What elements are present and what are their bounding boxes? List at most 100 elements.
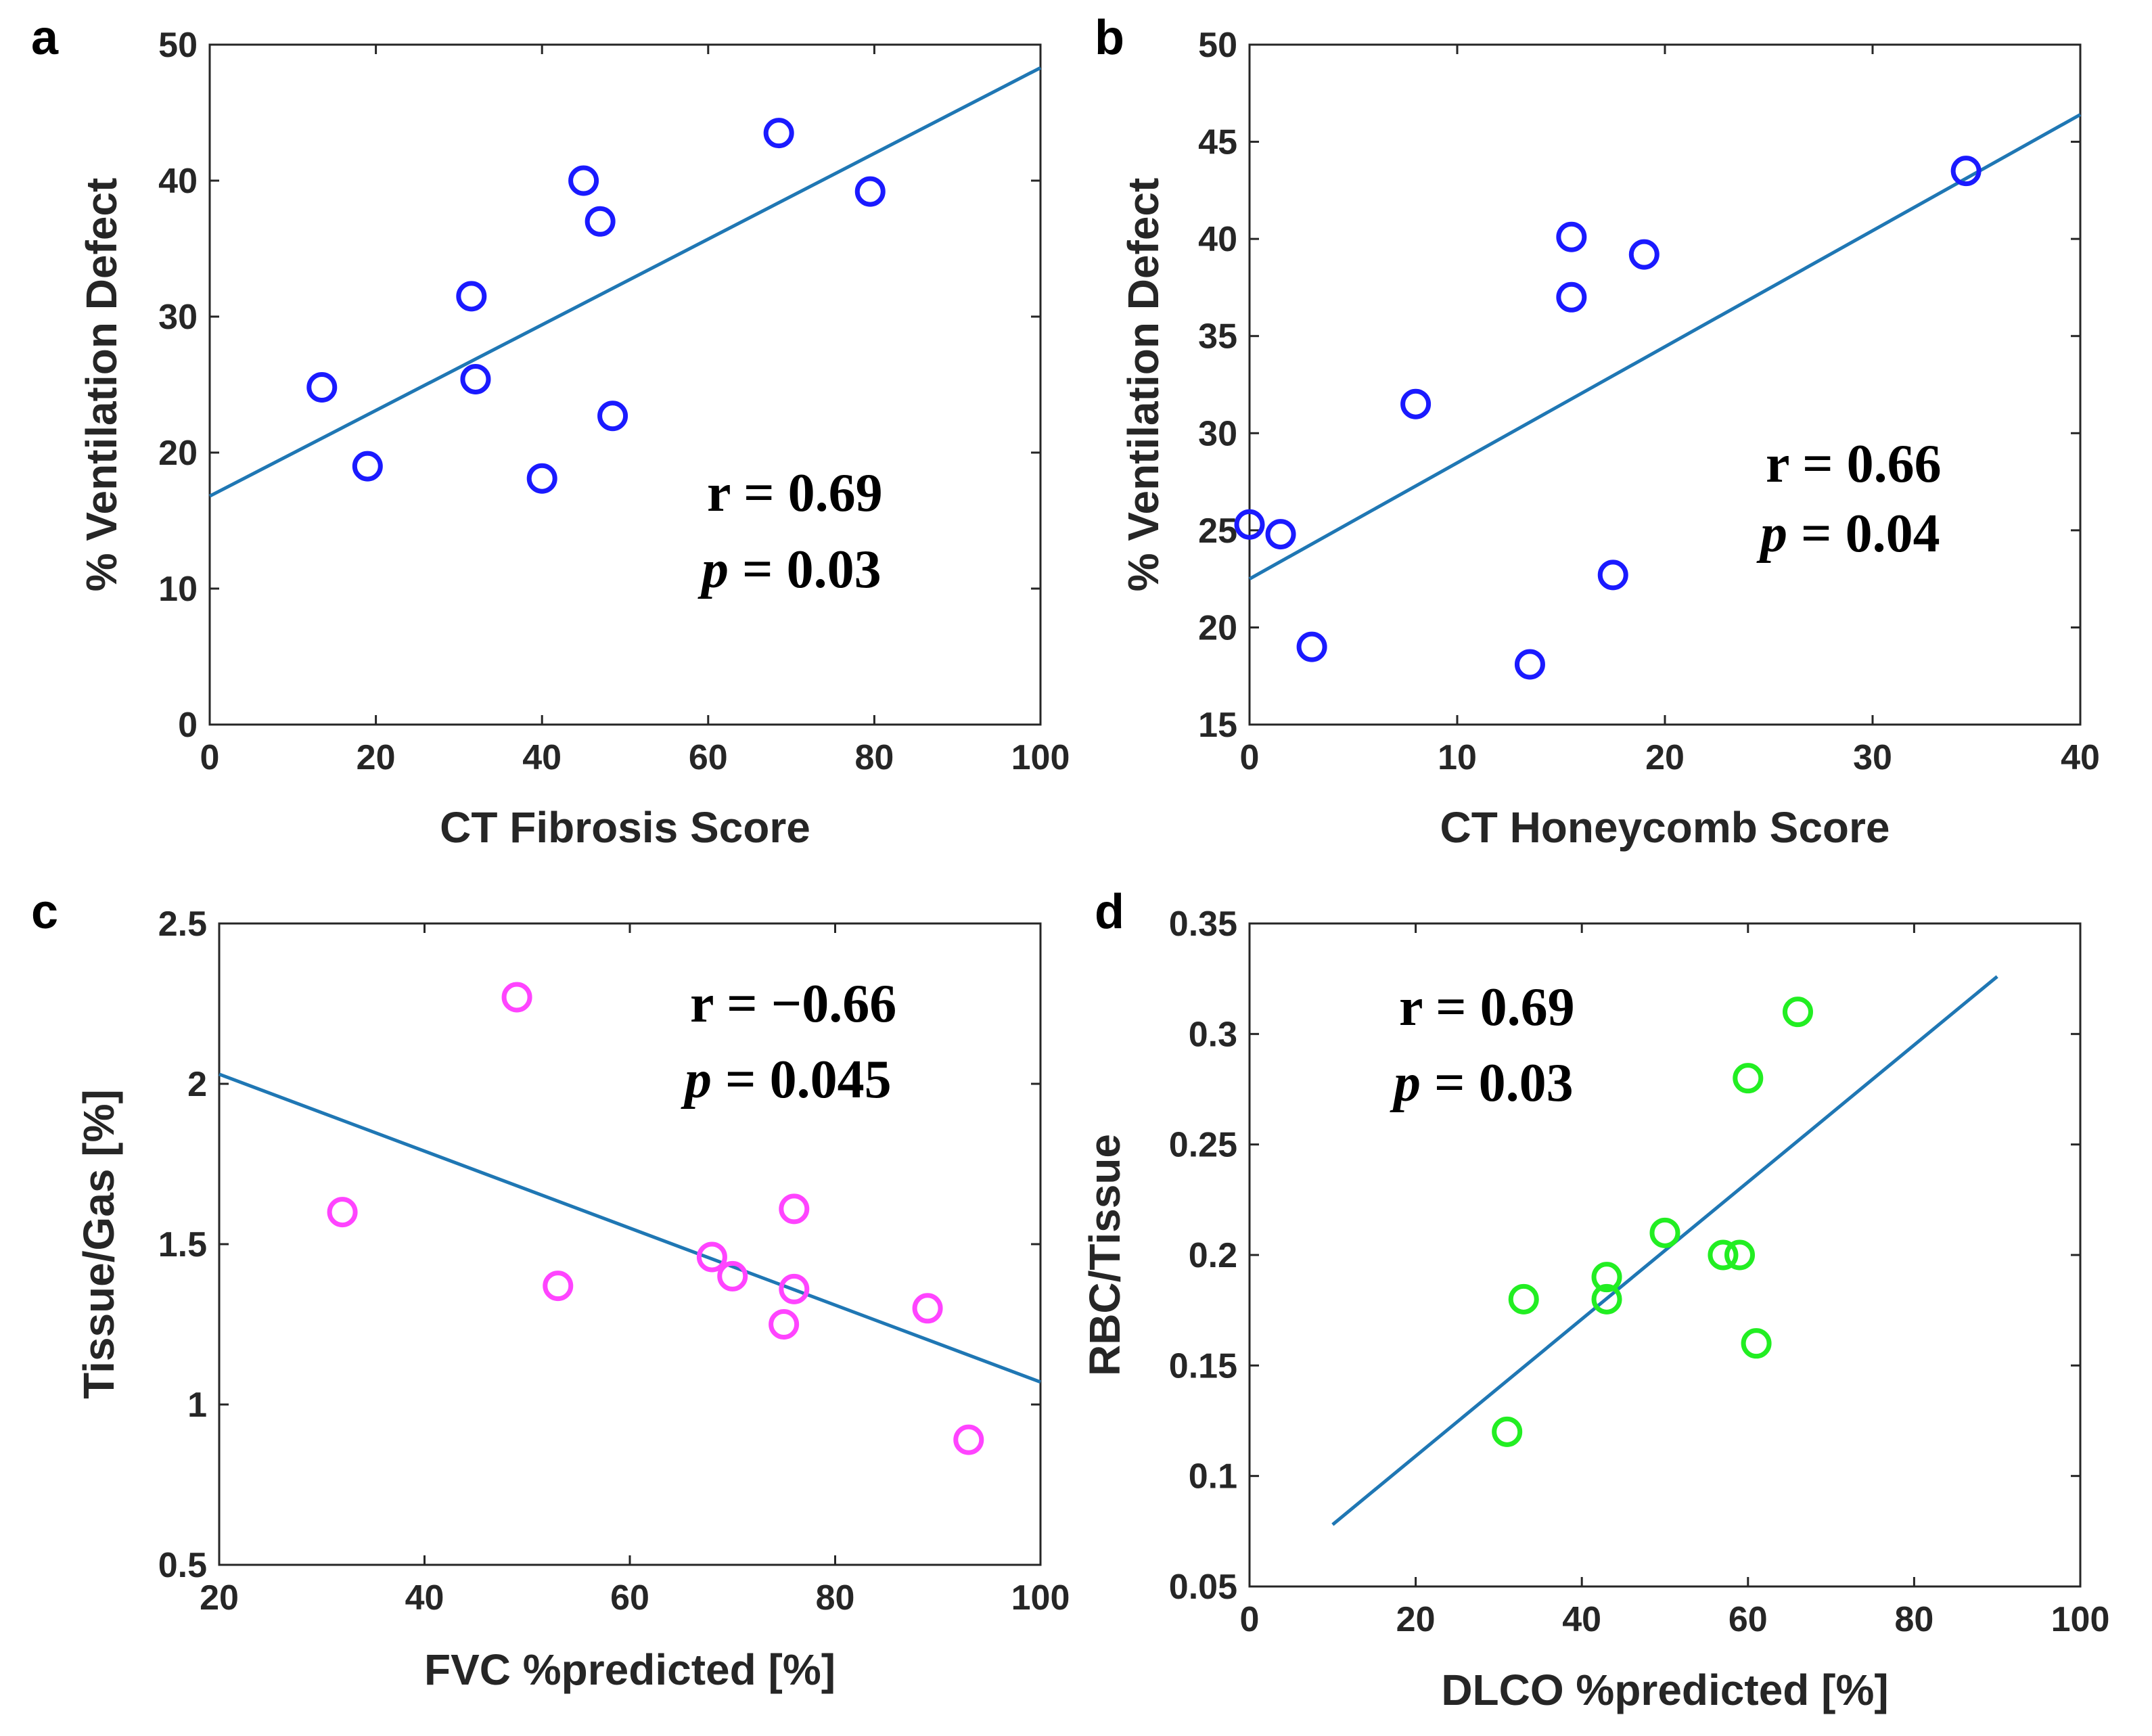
x-tick-label: 100 xyxy=(1011,738,1070,777)
data-point xyxy=(696,1241,727,1273)
y-tick-label: 30 xyxy=(1198,414,1237,453)
plot-area-frame xyxy=(1248,922,2082,1588)
data-point xyxy=(1492,1416,1523,1447)
x-tick-label: 80 xyxy=(854,738,894,777)
x-tick-label: 10 xyxy=(1438,738,1477,777)
x-tick-label: 60 xyxy=(610,1578,649,1618)
data-point xyxy=(1265,519,1296,550)
x-tick-label: 80 xyxy=(1894,1600,1933,1639)
data-point xyxy=(501,982,532,1013)
data-point xyxy=(1597,559,1628,591)
data-point xyxy=(456,281,487,312)
data-point xyxy=(854,176,886,207)
x-tick-label: 60 xyxy=(1729,1600,1768,1639)
p-value-label: p = 0.045 xyxy=(681,1050,892,1110)
panel-a: a 0 20 40 60 80 100 0 10 20 30 40 50 CT Fibrosis Scor… xyxy=(31,11,1070,852)
data-point xyxy=(1508,1283,1539,1315)
data-point xyxy=(779,1193,810,1225)
y-tick-label: 40 xyxy=(158,162,198,201)
x-tick-label: 40 xyxy=(522,738,562,777)
data-point xyxy=(585,206,616,237)
y-tick-label: 30 xyxy=(158,298,198,337)
x-tick-label: 0 xyxy=(200,738,220,777)
data-point xyxy=(568,165,599,196)
x-tick-label: 60 xyxy=(689,738,728,777)
x-tick-label: 20 xyxy=(1645,738,1685,777)
y-tick-label: 10 xyxy=(158,570,198,609)
x-axis-label: FVC %predicted [%] xyxy=(424,1645,835,1694)
panel-letter: b xyxy=(1095,11,1124,65)
data-point xyxy=(1724,1239,1756,1271)
y-tick-label: 0.5 xyxy=(158,1546,207,1585)
data-point xyxy=(526,463,557,494)
x-tick-label: 40 xyxy=(1562,1600,1601,1639)
panel-c: c 20 40 60 80 100 0.5 1 1.5 2 2.5 FVC %predicted [%… xyxy=(31,885,1070,1694)
data-point xyxy=(1400,388,1432,419)
data-point xyxy=(352,451,383,482)
data-point xyxy=(1514,649,1545,680)
p-value-label: p = 0.03 xyxy=(697,540,882,599)
plot-area-frame xyxy=(1248,43,2082,726)
correlation-r-label: r = −0.66 xyxy=(690,974,896,1034)
y-tick-label: 45 xyxy=(1198,123,1237,162)
x-tick-label: 40 xyxy=(405,1578,444,1618)
correlation-r-label: r = 0.69 xyxy=(707,463,883,523)
data-point xyxy=(1741,1328,1772,1359)
plot-area-frame xyxy=(208,43,1042,726)
x-tick-label: 20 xyxy=(200,1578,239,1618)
y-tick-label: 50 xyxy=(158,26,198,65)
x-tick-label: 100 xyxy=(1011,1578,1070,1618)
data-point xyxy=(1649,1217,1680,1248)
data-point xyxy=(769,1309,800,1340)
p-value-label: p = 0.04 xyxy=(1756,504,1940,564)
panel-letter: a xyxy=(31,11,59,65)
x-tick-label: 100 xyxy=(2051,1600,2110,1639)
y-tick-label: 20 xyxy=(158,434,198,473)
x-axis-label: DLCO %predicted [%] xyxy=(1441,1666,1888,1714)
y-axis-label: Tissue/Gas [%] xyxy=(74,1089,123,1399)
data-point xyxy=(1782,997,1813,1028)
data-point xyxy=(460,363,491,394)
data-point xyxy=(1296,631,1327,662)
y-tick-label: 15 xyxy=(1198,706,1237,745)
y-tick-label: 0.35 xyxy=(1169,905,1237,944)
plot-area-frame xyxy=(218,922,1042,1566)
x-tick-label: 30 xyxy=(1853,738,1892,777)
data-point xyxy=(1733,1063,1764,1094)
y-tick-label: 20 xyxy=(1198,608,1237,647)
regression-line xyxy=(219,1072,1041,1384)
data-point xyxy=(1591,1283,1622,1315)
data-point xyxy=(327,1197,358,1228)
y-axis-label: % Ventilation Defect xyxy=(77,178,126,592)
x-axis-label: CT Fibrosis Score xyxy=(440,803,810,852)
data-point xyxy=(543,1271,574,1302)
y-tick-label: 40 xyxy=(1198,220,1237,259)
data-point xyxy=(1950,156,1982,187)
x-tick-label: 0 xyxy=(1240,738,1260,777)
y-tick-label: 0.3 xyxy=(1189,1015,1237,1054)
x-tick-label: 80 xyxy=(816,1578,855,1618)
panel-letter: d xyxy=(1095,885,1124,939)
regression-line xyxy=(1248,113,2082,580)
data-point xyxy=(1591,1262,1622,1293)
correlation-r-label: r = 0.66 xyxy=(1766,434,1942,494)
y-tick-label: 1 xyxy=(187,1386,207,1425)
y-tick-label: 2 xyxy=(187,1065,207,1104)
y-tick-label: 35 xyxy=(1198,317,1237,357)
y-tick-label: 0.25 xyxy=(1169,1126,1237,1165)
y-tick-label: 0.1 xyxy=(1189,1457,1237,1497)
regression-line xyxy=(1331,975,1998,1526)
data-point xyxy=(597,401,628,432)
panel-b: b 0 10 20 30 40 15 20 25 30 35 40 45 50 CT Honeycomb S… xyxy=(1095,11,2100,852)
data-point xyxy=(912,1293,943,1324)
data-point xyxy=(1234,509,1265,540)
data-point xyxy=(763,118,794,149)
y-tick-label: 25 xyxy=(1198,511,1237,551)
y-axis-label: RBC/Tissue xyxy=(1080,1134,1129,1376)
data-point xyxy=(1628,239,1659,270)
x-tick-label: 20 xyxy=(1396,1600,1436,1639)
data-point xyxy=(1556,221,1587,252)
x-axis-label: CT Honeycomb Score xyxy=(1440,803,1890,852)
p-value-label: p = 0.03 xyxy=(1390,1053,1574,1113)
